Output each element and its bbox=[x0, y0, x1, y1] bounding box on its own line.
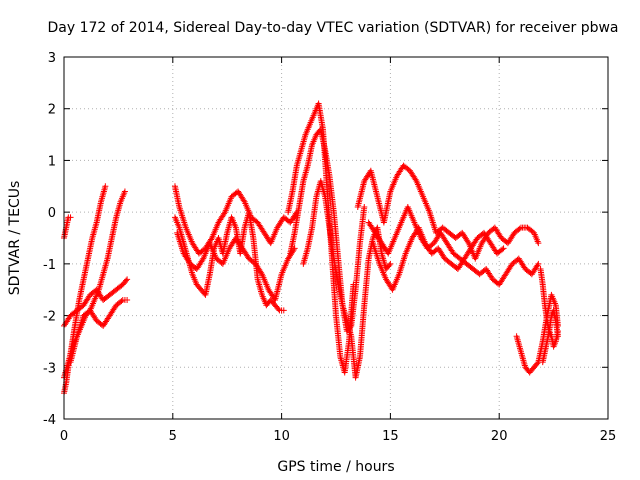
data-point bbox=[534, 262, 541, 269]
data-point bbox=[464, 238, 471, 245]
data-point bbox=[199, 257, 206, 264]
y-axis-label: SDTVAR / TECUs bbox=[7, 181, 23, 296]
data-point bbox=[208, 236, 215, 243]
data-point bbox=[535, 240, 542, 247]
series-trace-13 bbox=[365, 203, 542, 288]
data-point bbox=[67, 214, 74, 221]
data-point bbox=[499, 246, 506, 253]
y-tick-label: 2 bbox=[48, 103, 56, 118]
data-point bbox=[118, 298, 125, 305]
data-point bbox=[361, 203, 368, 210]
y-tick-label: -3 bbox=[43, 361, 56, 376]
x-tick-label: 5 bbox=[169, 429, 177, 444]
x-tick-label: 15 bbox=[382, 429, 399, 444]
y-tick-label: 0 bbox=[48, 206, 56, 221]
data-points bbox=[61, 100, 561, 397]
data-point bbox=[121, 188, 128, 195]
data-point bbox=[221, 210, 228, 217]
data-point bbox=[554, 333, 561, 340]
data-point bbox=[240, 197, 247, 204]
data-point bbox=[534, 360, 541, 367]
data-point bbox=[500, 245, 507, 252]
y-tick-label: 1 bbox=[48, 154, 56, 169]
data-point bbox=[412, 176, 419, 183]
series-trace-7 bbox=[171, 183, 300, 257]
y-tick-label: 3 bbox=[48, 51, 56, 66]
data-point bbox=[123, 277, 130, 284]
data-point bbox=[102, 183, 109, 190]
y-tick-label: -4 bbox=[43, 413, 56, 428]
data-point bbox=[535, 260, 542, 267]
data-point bbox=[386, 262, 393, 269]
series-trace-12 bbox=[354, 162, 542, 262]
series-trace-4 bbox=[61, 276, 131, 329]
series-trace-11 bbox=[300, 178, 394, 381]
x-tick-label: 20 bbox=[491, 429, 508, 444]
plot-frame bbox=[63, 56, 609, 420]
series-trace-5 bbox=[61, 214, 74, 241]
data-point bbox=[280, 307, 287, 314]
series-trace-3 bbox=[67, 297, 131, 366]
x-axis-label: GPS time / hours bbox=[277, 459, 394, 475]
x-tick-label: 25 bbox=[600, 429, 617, 444]
data-point bbox=[387, 260, 394, 267]
data-point bbox=[124, 276, 131, 283]
chart-title: Day 172 of 2014, Sidereal Day-to-day VTE… bbox=[47, 20, 618, 36]
axis-ticks: 0 5 10 15 20 25 -4 -3 -2 -1 0 1 2 3 bbox=[43, 51, 616, 444]
x-tick-label: 0 bbox=[60, 429, 68, 444]
y-tick-label: -1 bbox=[43, 258, 56, 273]
series-trace-14 bbox=[369, 224, 507, 293]
series-trace-17 bbox=[539, 307, 561, 366]
y-tick-label: -2 bbox=[43, 310, 56, 325]
data-point bbox=[124, 297, 131, 304]
series-trace-8 bbox=[174, 229, 298, 304]
series-trace-6 bbox=[171, 209, 287, 314]
series-trace-15 bbox=[513, 291, 561, 376]
data-point bbox=[258, 269, 265, 276]
x-tick-label: 10 bbox=[273, 429, 290, 444]
data-point bbox=[275, 306, 282, 313]
data-point bbox=[516, 225, 523, 232]
